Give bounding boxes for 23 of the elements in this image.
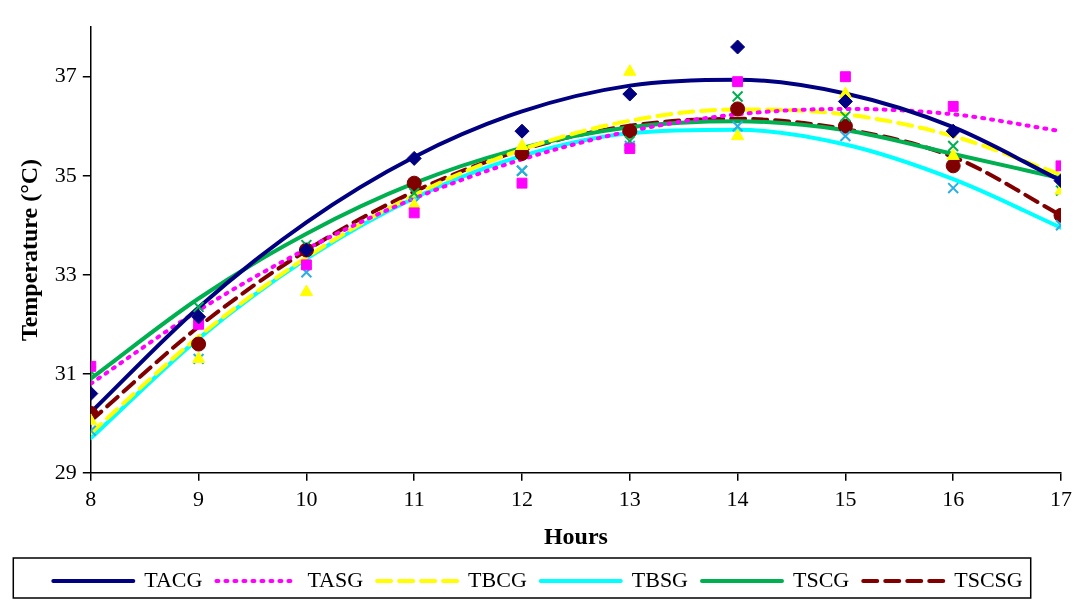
x-tick-label: 9 — [193, 485, 205, 511]
x-tick-label: 13 — [618, 485, 641, 511]
y-tick-label: 31 — [54, 359, 77, 385]
y-tick-label: 35 — [54, 161, 77, 187]
x-axis-title: Hours — [543, 522, 608, 549]
y-tick-label: 37 — [54, 62, 77, 88]
legend-label: TBCG — [468, 566, 527, 592]
y-axis-title: Temperature (°C) — [15, 158, 42, 342]
legend-label: TASG — [307, 566, 364, 592]
legend-label: TSCSG — [954, 566, 1023, 592]
x-tick-label: 17 — [1050, 485, 1072, 511]
legend-label: TBSG — [631, 566, 689, 592]
y-tick-label: 29 — [54, 458, 77, 484]
x-tick-label: 8 — [85, 485, 97, 511]
x-tick-label: 16 — [942, 485, 965, 511]
legend-label: TACG — [144, 566, 203, 592]
x-tick-label: 14 — [726, 485, 749, 511]
y-tick-label: 33 — [54, 260, 77, 286]
x-tick-label: 10 — [295, 485, 318, 511]
x-tick-label: 12 — [511, 485, 533, 511]
legend-label: TSCG — [793, 566, 850, 592]
x-tick-label: 15 — [834, 485, 857, 511]
x-tick-label: 11 — [403, 485, 425, 511]
